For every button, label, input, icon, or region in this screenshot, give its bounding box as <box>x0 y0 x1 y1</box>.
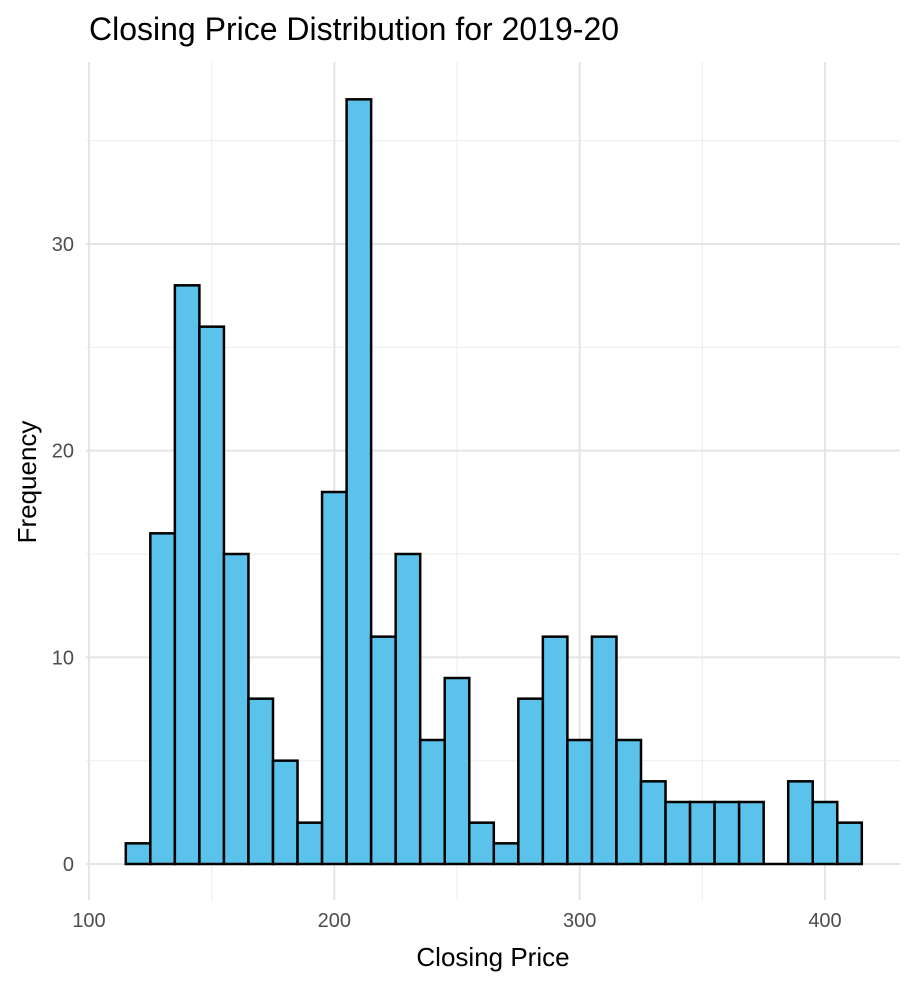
histogram-bars <box>124 98 864 866</box>
histogram-bar <box>492 842 520 866</box>
histogram-bar <box>566 738 594 866</box>
histogram-bar <box>345 98 373 866</box>
y-tick-label: 30 <box>52 234 74 256</box>
histogram-bar <box>836 821 864 866</box>
chart-title: Closing Price Distribution for 2019-20 <box>89 11 619 47</box>
histogram-bar <box>786 780 814 866</box>
y-axis-title: Frequency <box>12 421 42 544</box>
histogram-bar <box>222 552 250 866</box>
histogram-bar <box>590 635 618 866</box>
y-tick-label: 10 <box>52 647 74 669</box>
histogram-bar <box>688 800 716 866</box>
y-tick-label: 0 <box>63 854 74 876</box>
histogram-bar <box>468 821 496 866</box>
histogram-bar <box>247 697 275 866</box>
x-axis-title: Closing Price <box>416 942 569 972</box>
histogram-bar <box>320 490 348 866</box>
histogram-bar <box>369 635 397 866</box>
x-tick-label: 300 <box>563 910 596 932</box>
histogram-bar <box>173 284 201 866</box>
histogram-bar <box>541 635 569 866</box>
x-tick-label: 400 <box>808 910 841 932</box>
histogram-bar <box>811 800 839 866</box>
histogram-bar <box>124 842 152 866</box>
histogram-bar <box>198 325 226 866</box>
histogram-bar <box>517 697 545 866</box>
histogram-bar <box>639 780 667 866</box>
histogram-bar <box>418 738 446 866</box>
histogram-bar <box>615 738 643 866</box>
histogram-bar <box>271 759 299 866</box>
histogram-bar <box>149 532 177 866</box>
histogram-bar <box>713 800 741 866</box>
x-axis-tick-labels: 100 200 300 400 <box>72 910 841 932</box>
histogram-bar <box>394 552 422 866</box>
x-tick-label: 200 <box>318 910 351 932</box>
histogram-bar <box>664 800 692 866</box>
x-tick-label: 100 <box>72 910 105 932</box>
histogram-bar <box>443 676 471 866</box>
histogram-bar <box>296 821 324 866</box>
histogram-bar <box>737 800 765 866</box>
y-axis-tick-labels: 0 10 20 30 <box>52 234 74 876</box>
y-tick-label: 20 <box>52 441 74 463</box>
